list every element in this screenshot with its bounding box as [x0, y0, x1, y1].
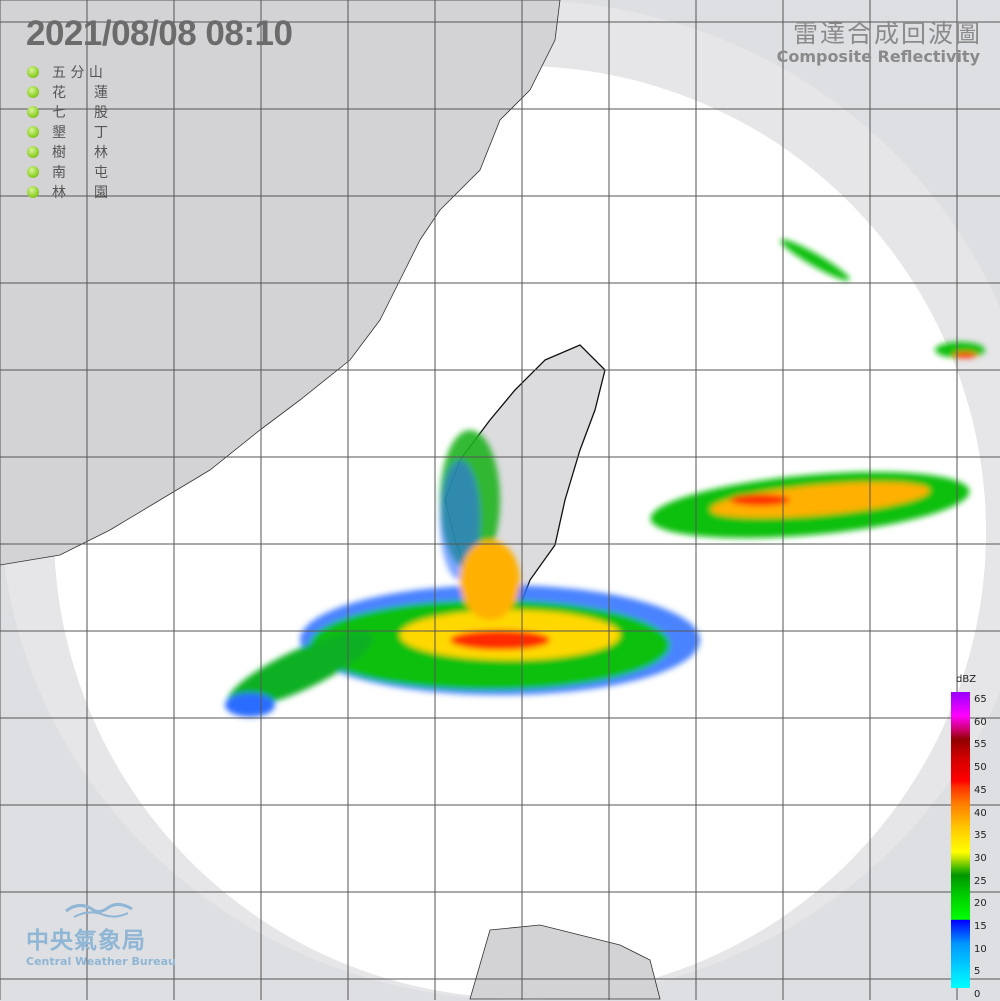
status-dot-icon	[27, 186, 39, 198]
title-english: Composite Reflectivity	[776, 47, 980, 66]
station-name: 花 蓮	[52, 85, 108, 101]
radar-echoes	[225, 239, 985, 717]
status-dot-icon	[27, 126, 39, 138]
station-item: 花 蓮	[27, 82, 122, 102]
echo-ne-red	[953, 352, 977, 358]
legend-tick: 10	[974, 943, 987, 955]
station-list: 五 分 山 花 蓮 七 股 墾 丁 樹 林 南 屯 林 園	[27, 62, 122, 202]
wave-logo-icon	[65, 902, 133, 918]
datetime: 2021/08/08 08:10	[26, 14, 293, 53]
echo-west-coast-blue	[440, 460, 480, 580]
legend-tick: 55	[974, 739, 987, 751]
legend-tick: 0	[974, 989, 981, 1001]
legend-tick: 15	[974, 921, 987, 932]
legend-tick: 60	[974, 716, 987, 728]
color-scale-bar	[951, 692, 970, 988]
logo-english: Central Weather Bureau	[26, 955, 176, 968]
legend-tick: 5	[974, 966, 981, 978]
status-dot-icon	[27, 66, 39, 78]
status-dot-icon	[27, 166, 39, 178]
logo-chinese: 中央氣象局	[26, 928, 146, 954]
status-dot-icon	[27, 106, 39, 118]
echo-sw-tail	[225, 693, 275, 717]
status-dot-icon	[27, 146, 39, 158]
legend-tick: 25	[974, 875, 987, 887]
luzon-coast	[469, 924, 661, 1000]
title-chinese: 雷達合成回波圖	[792, 19, 982, 48]
legend-tick: 45	[974, 784, 987, 796]
station-name: 林 園	[52, 185, 108, 201]
legend-tick: 50	[974, 762, 987, 774]
status-dot-icon	[27, 86, 39, 98]
station-item: 墾 丁	[27, 122, 122, 142]
legend-tick: 40	[974, 807, 987, 819]
echo-red	[450, 630, 550, 650]
station-item: 樹 林	[27, 142, 122, 162]
legend-tick: 35	[974, 830, 987, 842]
station-name: 南 屯	[52, 165, 108, 181]
legend-tick: 65	[974, 694, 987, 705]
station-item: 林 園	[27, 182, 122, 202]
echo-inland	[460, 540, 520, 620]
echo-east-core	[710, 482, 930, 518]
cwb-logo: 中央氣象局 Central Weather Bureau	[26, 895, 176, 968]
station-name: 樹 林	[52, 145, 108, 161]
station-name: 墾 丁	[52, 125, 108, 141]
echo-east-red	[730, 494, 790, 506]
legend-unit: dBZ	[956, 674, 977, 685]
dbz-legend: dBZ 65 60 55 50 45 40 35 30 25 20 15 10 5 0	[945, 674, 1000, 1000]
legend-tick: 20	[974, 898, 987, 910]
station-item: 五 分 山	[27, 62, 122, 82]
echo-north	[780, 239, 850, 281]
station-item: 南 屯	[27, 162, 122, 182]
station-item: 七 股	[27, 102, 122, 122]
legend-tick: 30	[974, 852, 987, 864]
station-name: 七 股	[52, 105, 108, 121]
echo-sw-band	[227, 631, 373, 709]
station-name: 五 分 山	[52, 65, 103, 81]
